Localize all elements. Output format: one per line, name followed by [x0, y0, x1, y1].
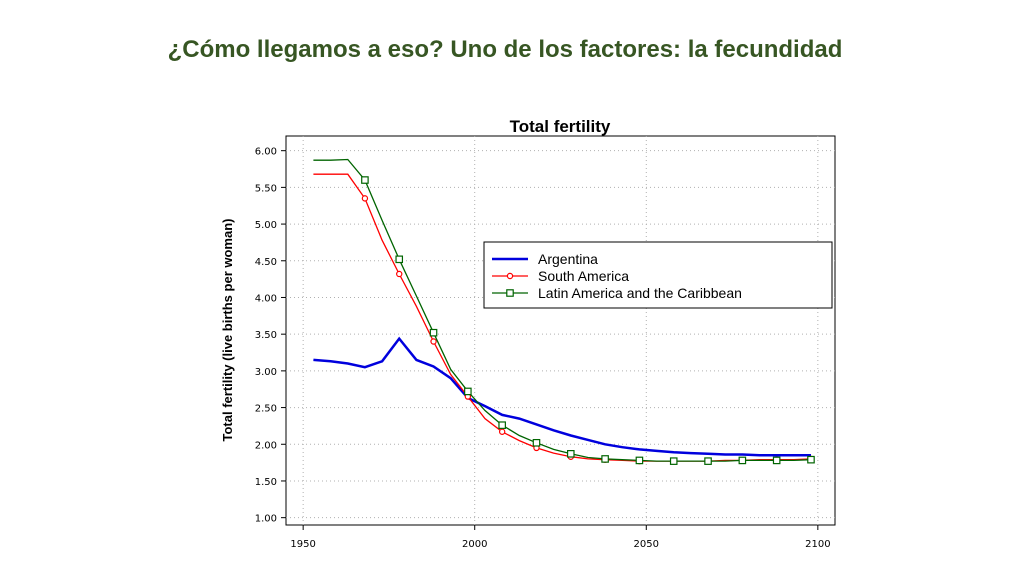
x-tick-label: 2100 [805, 539, 830, 550]
y-tick-label: 2.50 [255, 404, 277, 415]
data-point [566, 450, 575, 458]
x-ticks: 1950 2000 2050 2100 [290, 525, 831, 550]
x-tick-label: 2000 [462, 539, 487, 550]
x-tick-label: 1950 [290, 539, 315, 550]
y-tick-label: 6.00 [255, 147, 277, 158]
data-point [807, 455, 815, 464]
series-line-latin-america-and-the-caribbean [313, 158, 812, 462]
data-point [498, 421, 506, 429]
data-point [498, 428, 506, 435]
data-point [772, 456, 781, 465]
y-tick-label: 1.50 [255, 477, 277, 488]
y-tick-label: 5.50 [255, 183, 277, 194]
data-point [704, 457, 712, 465]
slide-title: ¿Cómo llegamos a eso? Uno de los factore… [167, 36, 843, 63]
data-point [532, 438, 541, 447]
legend-label: Latin America and the Caribbean [538, 285, 742, 301]
series-line-argentina [313, 336, 811, 457]
y-axis-label: Total fertility (live births per woman) [220, 219, 235, 442]
y-ticks: 1.00 1.50 2.00 2.50 3.00 3.50 4.00 4.50 5.00 5.50… [255, 147, 286, 525]
data-point [601, 455, 609, 463]
data-point [430, 338, 437, 345]
data-point [361, 176, 369, 184]
data-point [395, 255, 404, 264]
legend-label: South America [538, 268, 629, 284]
legend-marker [506, 272, 514, 280]
data-point [396, 270, 403, 278]
chart-title: Total fertility [510, 117, 611, 136]
y-tick-label: 4.00 [255, 293, 277, 304]
data-point [429, 328, 438, 337]
data-point [464, 387, 472, 396]
legend-label: Argentina [538, 251, 598, 267]
plot-area [285, 135, 836, 526]
y-tick-label: 1.00 [255, 514, 277, 525]
legend-box [483, 241, 833, 309]
x-tick-label: 2050 [634, 539, 659, 550]
y-tick-label: 4.50 [255, 257, 277, 268]
legend-marker [506, 289, 514, 297]
data-point [669, 457, 678, 465]
y-tick-label: 3.50 [255, 330, 277, 341]
y-tick-label: 3.00 [255, 367, 277, 378]
y-tick-label: 5.00 [255, 220, 277, 231]
data-point [635, 456, 644, 465]
series-layer [313, 158, 815, 465]
y-tick-label: 2.00 [255, 440, 277, 451]
data-point [738, 456, 747, 465]
data-point [361, 195, 369, 202]
